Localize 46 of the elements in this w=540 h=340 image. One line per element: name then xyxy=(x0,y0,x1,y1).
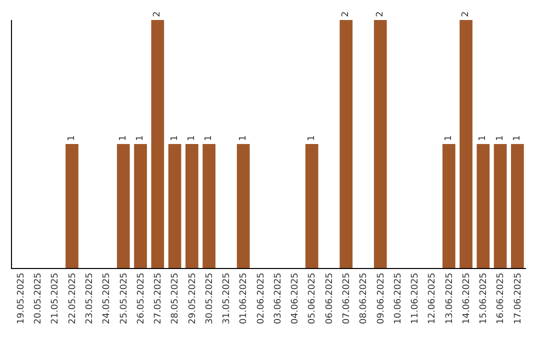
data-label: 1 xyxy=(238,135,248,141)
data-label: 2 xyxy=(375,11,386,17)
x-tick-label: 21.05.2025 xyxy=(50,272,61,324)
data-label: 1 xyxy=(66,135,77,141)
data-label: 2 xyxy=(341,11,352,17)
data-label: 1 xyxy=(306,135,317,141)
data-label: 2 xyxy=(461,11,472,17)
x-tick-label: 29.05.2025 xyxy=(188,272,198,324)
x-tick-label: 01.06.2025 xyxy=(239,272,250,324)
x-tick-label: 26.05.2025 xyxy=(136,272,146,324)
x-tick-label: 20.05.2025 xyxy=(34,272,44,324)
x-tick-label: 14.06.2025 xyxy=(462,272,472,324)
x-tick-label: 28.05.2025 xyxy=(170,272,181,324)
data-label: 2 xyxy=(152,11,163,17)
x-tick-label: 06.06.2025 xyxy=(324,272,335,324)
data-label: 1 xyxy=(136,135,146,141)
data-label: 1 xyxy=(204,135,214,141)
x-tick-label: 10.06.2025 xyxy=(393,272,404,324)
x-tick-label: 22.05.2025 xyxy=(68,272,78,324)
data-label: 1 xyxy=(170,135,180,141)
x-tick-label: 11.06.2025 xyxy=(410,272,421,324)
x-tick-label: 17.06.2025 xyxy=(513,272,524,324)
x-tick-label: 02.06.2025 xyxy=(256,272,266,324)
x-tick-label: 08.06.2025 xyxy=(359,272,370,324)
x-tick-label: 09.06.2025 xyxy=(376,272,386,324)
x-tick-label: 27.05.2025 xyxy=(154,272,164,324)
x-tick-label: 05.06.2025 xyxy=(308,272,318,324)
x-tick-label: 13.06.2025 xyxy=(444,272,455,324)
x-tick-label: 30.05.2025 xyxy=(204,272,215,324)
x-tick-label: 19.05.2025 xyxy=(16,272,26,324)
data-label: 1 xyxy=(118,135,128,141)
x-tick-label: 25.05.2025 xyxy=(119,272,130,324)
x-tick-label: 03.06.2025 xyxy=(273,272,284,324)
x-tick-label: 16.06.2025 xyxy=(496,272,506,324)
x-tick-label: 31.05.2025 xyxy=(222,272,232,324)
data-label: 1 xyxy=(186,135,197,141)
x-tick-label: 24.05.2025 xyxy=(102,272,112,324)
x-tick-label: 07.06.2025 xyxy=(342,272,352,324)
data-label: 1 xyxy=(478,135,488,141)
x-tick-label: 12.06.2025 xyxy=(428,272,438,324)
data-label: 1 xyxy=(495,135,506,141)
data-label: 1 xyxy=(444,135,454,141)
x-tick-label: 04.06.2025 xyxy=(290,272,301,324)
data-label: 1 xyxy=(512,135,522,141)
x-tick-label: 23.05.2025 xyxy=(85,272,96,324)
x-tick-label: 15.06.2025 xyxy=(479,272,490,324)
